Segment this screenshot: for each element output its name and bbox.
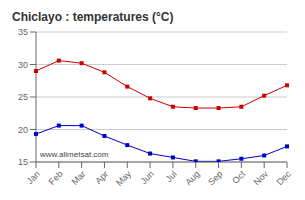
svg-text:Jan: Jan: [25, 169, 42, 186]
svg-text:Sep: Sep: [206, 169, 224, 187]
svg-text:25: 25: [18, 92, 28, 102]
svg-text:Nov: Nov: [252, 169, 271, 188]
svg-text:May: May: [114, 169, 133, 188]
svg-text:Apr: Apr: [93, 169, 110, 186]
html-text:www.allmetsat.com: www.allmetsat.com: [40, 150, 109, 159]
svg-text:Oct: Oct: [230, 169, 247, 186]
svg-text:35: 35: [18, 27, 28, 37]
html-text:Chiclayo : temperatures (°C): Chiclayo : temperatures (°C): [12, 10, 174, 24]
svg-text:Feb: Feb: [47, 169, 65, 187]
svg-text:20: 20: [18, 125, 28, 135]
svg-text:30: 30: [18, 60, 28, 70]
svg-text:Mar: Mar: [70, 169, 88, 187]
svg-text:15: 15: [18, 157, 28, 167]
svg-text:Jun: Jun: [139, 169, 156, 186]
svg-text:Aug: Aug: [183, 169, 201, 187]
svg-text:Jul: Jul: [164, 169, 179, 184]
svg-text:Dec: Dec: [275, 169, 294, 188]
